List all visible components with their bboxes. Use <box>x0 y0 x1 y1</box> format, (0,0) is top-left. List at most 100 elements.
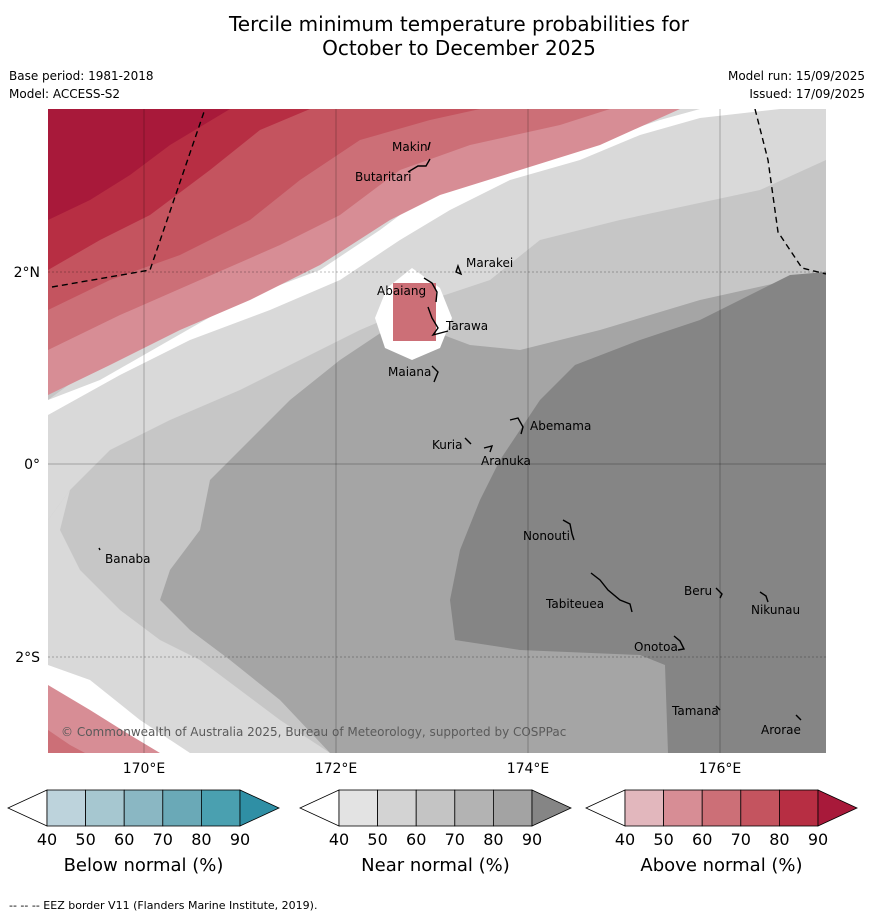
place-label-abaiang: Abaiang <box>377 284 426 298</box>
colorbar-segment <box>779 789 819 827</box>
butaritari-outline <box>407 158 431 173</box>
place-label-banaba: Banaba <box>105 552 151 566</box>
colorbar-segment <box>454 789 494 827</box>
colorbar-3: 40 50 60 70 80 90 Above normal (%) <box>585 789 858 876</box>
latitude-labels: 2°N 0° 2°S <box>14 265 41 666</box>
colorbar-segment <box>85 789 125 827</box>
nikunau-outline <box>759 591 769 603</box>
colorbar-tick: 70 <box>445 830 465 849</box>
above-bottom-50 <box>48 685 160 753</box>
colorbar-tick: 40 <box>615 830 635 849</box>
banaba-outline <box>98 547 101 551</box>
colorbar-arrow-high <box>531 789 572 827</box>
marakei-outline <box>455 263 463 276</box>
colorbar-arrow-low <box>7 789 48 827</box>
colorbar-tick: 90 <box>808 830 828 849</box>
place-label-nonouti: Nonouti <box>523 529 570 543</box>
tamana-outline <box>715 705 721 711</box>
near-50-top <box>48 109 826 520</box>
tarawa-above-patch <box>393 283 436 341</box>
colorbar-tick: 80 <box>191 830 211 849</box>
colorbar-tick: 70 <box>153 830 173 849</box>
colorbar-tick: 90 <box>522 830 542 849</box>
colorbar-segment <box>740 789 780 827</box>
place-label-tarawa: Tarawa <box>445 319 488 333</box>
colorbars: 40 50 60 70 80 90 Below normal (%) 40 50 60 70 80 90… <box>7 789 858 876</box>
place-label-beru: Beru <box>684 584 712 598</box>
colorbar-tick: 70 <box>731 830 751 849</box>
lon-label: 176°E <box>699 761 742 777</box>
colorbar-tick: 60 <box>406 830 426 849</box>
colorbar-tick: 50 <box>653 830 673 849</box>
colorbar-segment <box>701 789 742 827</box>
title-line-1: Tercile minimum temperature probabilitie… <box>228 12 690 36</box>
model-name: Model: ACCESS-S2 <box>9 87 121 101</box>
above-bottom-60 <box>48 730 85 753</box>
colorbar-arrow-low <box>585 789 626 827</box>
chart-title: Tercile minimum temperature probabilitie… <box>0 12 873 60</box>
island-outlines <box>98 141 802 721</box>
nonouti-outline <box>562 519 575 541</box>
meta-right: Model run: 15/09/2025 Issued: 17/09/2025 <box>728 67 865 103</box>
place-label-makin: Makin <box>392 140 428 154</box>
colorbar-segment <box>200 789 241 827</box>
colorbar-segment <box>377 789 417 827</box>
place-label-abemama: Abemama <box>530 419 591 433</box>
colorbar-segment <box>415 789 456 827</box>
longitude-labels: 170°E 172°E 174°E 176°E <box>123 761 742 777</box>
maiana-outline <box>431 365 439 383</box>
place-label-arorae: Arorae <box>761 723 801 737</box>
tarawa-outline <box>427 306 449 337</box>
lat-label: 0° <box>24 457 40 473</box>
place-label-tamana: Tamana <box>671 704 719 718</box>
map-plot-area: Makin Butaritari Marakei Abaiang Tarawa Maian… <box>48 109 826 753</box>
colorbar-tick: 60 <box>114 830 134 849</box>
colorbar-segment <box>338 789 378 827</box>
colorbar-tick: 90 <box>230 830 250 849</box>
colorbar-arrow-low <box>299 789 340 827</box>
colorbar-segment <box>123 789 164 827</box>
eez-footnote: -- -- -- EEZ border V11 (Flanders Marine… <box>9 899 318 912</box>
colorbar-label: Near normal (%) <box>361 855 510 876</box>
base-period: Base period: 1981-2018 <box>9 69 154 83</box>
near-80-region <box>450 272 826 753</box>
colorbar-tick: 60 <box>692 830 712 849</box>
colorbar-segment <box>663 789 703 827</box>
eez-border-east <box>754 109 826 275</box>
colorbar-2: 40 50 60 70 80 90 Near normal (%) <box>299 789 572 876</box>
place-label-maiana: Maiana <box>388 365 431 379</box>
colorbar-arrow-high <box>239 789 280 827</box>
abaiang-outline <box>423 277 438 303</box>
lon-label: 174°E <box>507 761 550 777</box>
place-label-onotoa: Onotoa <box>634 640 678 654</box>
colorbar-segment <box>162 789 202 827</box>
aranuka-outline <box>483 445 494 453</box>
abemama-outline <box>509 417 524 435</box>
tabiteuea-outline <box>590 572 633 613</box>
lon-label: 170°E <box>123 761 166 777</box>
colorbar-segment <box>46 789 86 827</box>
near-50-west <box>48 490 330 753</box>
arorae-outline <box>795 714 802 721</box>
colorbar-arrow-high <box>817 789 858 827</box>
model-run: Model run: 15/09/2025 <box>727 69 865 83</box>
above-90-band <box>48 109 230 220</box>
copyright-text: © Commonwealth of Australia 2025, Bureau… <box>61 725 566 739</box>
colorbar-tick: 50 <box>367 830 387 849</box>
colorbar-tick: 40 <box>37 830 57 849</box>
meta-left: Base period: 1981-2018 Model: ACCESS-S2 <box>9 67 154 103</box>
colorbar-tick: 50 <box>75 830 95 849</box>
place-label-aranuka: Aranuka <box>481 454 531 468</box>
place-label-nikunau: Nikunau <box>751 603 800 617</box>
makin-outline <box>427 141 431 151</box>
onotoa-outline <box>673 635 686 651</box>
colorbar-segment <box>492 789 533 827</box>
place-label-kuria: Kuria <box>432 438 463 452</box>
graticule <box>48 109 826 753</box>
title-line-2: October to December 2025 <box>322 36 596 60</box>
lat-label: 2°S <box>15 650 40 666</box>
lon-label: 172°E <box>315 761 358 777</box>
kuria-outline <box>464 437 472 445</box>
lat-label: 2°N <box>14 265 40 281</box>
